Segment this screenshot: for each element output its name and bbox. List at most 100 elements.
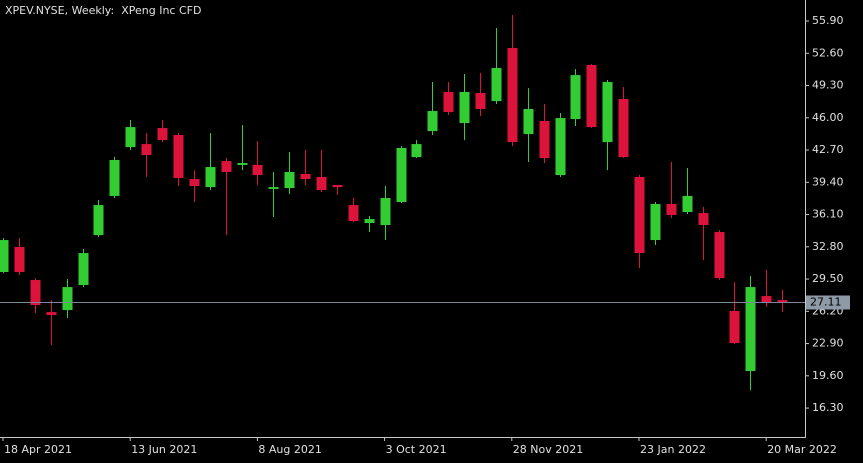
candle <box>729 282 740 345</box>
candle-body <box>682 195 693 213</box>
candle <box>300 150 311 186</box>
candle-body <box>332 185 343 188</box>
candle-body <box>523 108 534 135</box>
candle-body <box>157 128 168 141</box>
candle-body <box>539 121 550 159</box>
candle-body <box>0 240 9 273</box>
candle-body <box>507 47 518 143</box>
candle <box>157 120 168 143</box>
y-tick-label: 36.10 <box>812 208 844 221</box>
x-tick-label: 8 Aug 2021 <box>258 443 321 456</box>
candle <box>666 162 677 219</box>
candle <box>30 278 41 314</box>
candle <box>316 150 327 193</box>
candle <box>221 158 232 236</box>
candle-body <box>650 203 661 241</box>
candle <box>777 289 788 313</box>
candle <box>141 133 152 178</box>
candle-body <box>109 160 120 196</box>
candle-body <box>555 118 566 176</box>
candle-body <box>173 134 184 178</box>
candle <box>189 170 200 203</box>
candle <box>411 140 422 159</box>
candle <box>555 112 566 178</box>
y-tick-label: 52.60 <box>812 46 844 59</box>
candle <box>618 86 629 159</box>
candle <box>14 237 25 276</box>
candle-body <box>93 205 104 236</box>
candle-body <box>141 144 152 156</box>
last-price-label: 27.11 <box>810 296 842 309</box>
y-tick-label: 46.00 <box>812 111 844 124</box>
candle-body <box>78 253 89 286</box>
candle-body <box>459 91 470 124</box>
candle <box>380 186 391 241</box>
candle-body <box>125 127 136 148</box>
candle-body <box>252 164 263 176</box>
candle-body <box>729 311 740 344</box>
x-tick-label: 13 Jun 2021 <box>131 443 197 456</box>
y-tick-label: 49.30 <box>812 79 844 92</box>
candle-body <box>316 177 327 191</box>
candle <box>475 73 486 117</box>
candle <box>570 69 581 126</box>
candle <box>459 73 470 141</box>
candle <box>443 82 454 116</box>
candle <box>491 28 502 104</box>
candle-body <box>14 246 25 273</box>
y-tick-label: 55.90 <box>812 14 844 27</box>
candle <box>332 185 343 195</box>
candle <box>714 230 725 281</box>
candle-body <box>284 172 295 189</box>
candle-body <box>300 173 311 180</box>
candle-body <box>666 203 677 216</box>
candle-body <box>237 163 248 165</box>
candle <box>761 270 772 308</box>
y-tick-label: 22.90 <box>812 337 844 350</box>
candle <box>205 133 216 191</box>
candle-body <box>396 147 407 203</box>
candle <box>173 133 184 187</box>
y-tick-label: 19.60 <box>812 369 844 382</box>
x-tick-label: 28 Nov 2021 <box>513 443 583 456</box>
candle <box>109 156 120 199</box>
candle-body <box>698 213 709 225</box>
candle-body <box>189 179 200 187</box>
candle-body <box>221 161 232 173</box>
candle-body <box>364 219 375 224</box>
candle <box>523 88 534 163</box>
candle <box>125 120 136 151</box>
candle <box>682 168 693 215</box>
candle-body <box>380 198 391 225</box>
candle <box>539 103 550 164</box>
y-tick-label: 29.50 <box>812 272 844 285</box>
candle <box>650 202 661 246</box>
candle-body <box>268 187 279 190</box>
candle-body <box>634 177 645 254</box>
candle <box>252 141 263 186</box>
candle-body <box>570 75 581 120</box>
x-tick-label: 3 Oct 2021 <box>386 443 447 456</box>
candle-body <box>777 300 788 303</box>
candle-body <box>761 296 772 303</box>
x-tick-label: 18 Apr 2021 <box>4 443 72 456</box>
last-price-box <box>806 295 850 310</box>
candle <box>745 276 756 391</box>
candle-body <box>714 232 725 279</box>
y-tick-label: 16.30 <box>812 401 844 414</box>
candle-body <box>618 99 629 158</box>
candle <box>93 200 104 238</box>
candle-body <box>411 144 422 158</box>
chart-title: XPEV.NYSE, Weekly: XPeng Inc CFD <box>5 4 201 17</box>
candle-body <box>427 111 438 132</box>
candle <box>0 237 9 274</box>
candle-body <box>62 287 73 311</box>
candle <box>46 300 57 346</box>
candle <box>62 279 73 319</box>
candle-body <box>46 312 57 316</box>
candle <box>348 198 359 222</box>
candle-body <box>205 167 216 188</box>
candle-body <box>30 280 41 306</box>
candle-body <box>745 287 756 372</box>
